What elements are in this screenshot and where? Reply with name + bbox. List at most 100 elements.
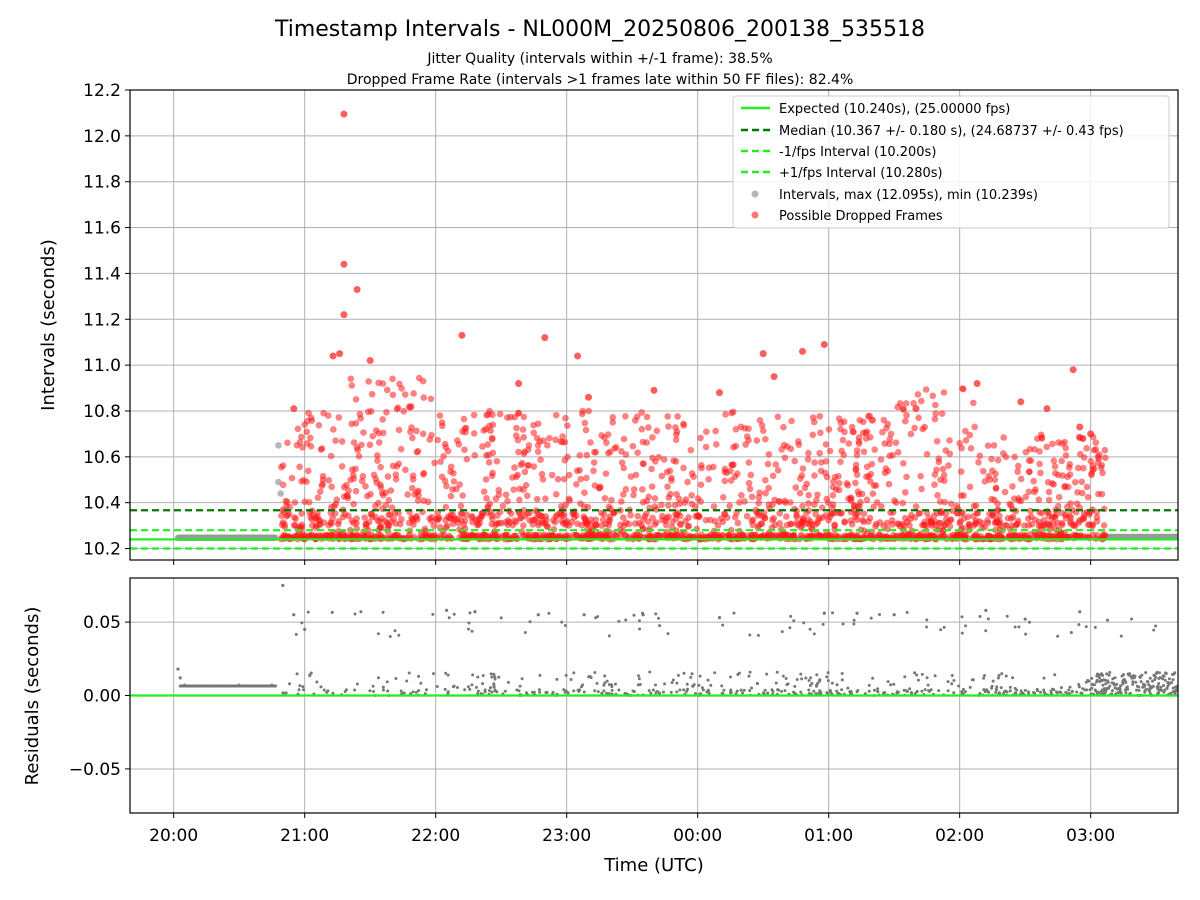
residual-point	[381, 610, 385, 614]
dropped-frame-point	[590, 459, 598, 466]
dropped-frame-point	[1027, 457, 1035, 465]
dropped-frame-point	[761, 514, 769, 522]
dropped-frame-point	[962, 437, 970, 444]
dropped-frame-point	[658, 472, 666, 480]
residual-point	[996, 676, 1000, 680]
residual-point	[470, 683, 474, 687]
residual-point	[596, 615, 600, 619]
residual-point	[452, 612, 456, 616]
dropped-frame-point	[758, 422, 766, 429]
dropped-frame-point	[899, 499, 907, 507]
dropped-frame-point	[1017, 475, 1025, 483]
interval-point	[275, 478, 282, 486]
residual-point	[697, 683, 701, 687]
dropped-frame-point	[1000, 450, 1007, 457]
dropped-frame-point	[793, 513, 801, 521]
dropped-frame-point	[632, 471, 640, 479]
dropped-frame-point	[538, 470, 546, 478]
x-tick-label: 23:00	[542, 826, 591, 846]
residual-point	[1080, 691, 1084, 695]
dropped-frame-point	[981, 478, 989, 485]
dropped-frame-point	[1017, 398, 1025, 406]
dropped-frame-point	[1021, 522, 1028, 529]
residual-point	[1068, 685, 1072, 689]
residual-point	[793, 684, 797, 688]
dropped-frame-point	[343, 481, 350, 489]
dropped-frame-point	[634, 449, 641, 456]
residual-point	[385, 680, 389, 684]
dropped-frame-point	[852, 479, 859, 487]
dropped-frame-point	[975, 459, 982, 466]
dropped-frame-point	[888, 517, 896, 524]
dropped-frame-point	[933, 466, 940, 474]
dropped-frame-point	[525, 442, 533, 449]
residual-point	[452, 684, 456, 688]
dropped-frame-point	[1098, 490, 1106, 498]
residual-point	[381, 688, 385, 692]
dropped-frame-point	[808, 532, 816, 540]
residual-point	[1103, 678, 1107, 682]
dropped-frame-point	[839, 436, 847, 444]
dropped-frame-point	[1036, 448, 1043, 455]
residual-point	[734, 692, 738, 696]
dropped-frame-point	[745, 459, 753, 466]
residual-point	[923, 688, 927, 692]
x-tick-label: 21:00	[280, 826, 329, 846]
dropped-frame-point	[816, 449, 823, 457]
residual-point	[878, 612, 882, 616]
residual-point	[506, 680, 510, 684]
dropped-frame-point	[1014, 468, 1021, 476]
residual-point	[1151, 679, 1155, 683]
dropped-frame-point	[520, 522, 527, 529]
residual-point	[468, 611, 472, 615]
bottom-y-tick-label: −0.05	[69, 760, 121, 780]
dropped-frame-point	[676, 500, 684, 507]
residual-point	[1175, 689, 1178, 693]
x-tick-label: 22:00	[411, 826, 460, 846]
dropped-frame-point	[370, 471, 378, 479]
dropped-frame-point	[379, 380, 387, 387]
residual-point	[294, 632, 298, 636]
dropped-frame-point	[660, 456, 668, 463]
dropped-frame-point	[894, 532, 902, 540]
dropped-frame-point	[350, 439, 358, 446]
dropped-frame-point	[444, 522, 451, 530]
dropped-frame-point	[591, 482, 599, 489]
residual-point	[748, 670, 752, 674]
dropped-frame-point	[590, 467, 597, 475]
dropped-frame-point	[608, 496, 615, 504]
dropped-frame-point	[291, 499, 299, 506]
residual-point	[1083, 688, 1087, 692]
interval-point	[277, 490, 284, 497]
dropped-frame-point	[805, 500, 812, 507]
dropped-frame-point	[755, 499, 763, 507]
bottom-scatter-points	[176, 583, 1178, 697]
residual-point	[927, 689, 931, 693]
dropped-frame-point	[929, 392, 937, 400]
residual-point	[607, 683, 611, 687]
dropped-frame-point	[284, 511, 291, 519]
residual-point	[600, 691, 604, 695]
residual-point	[563, 624, 567, 628]
dropped-frame-point	[776, 520, 783, 527]
residual-point	[481, 674, 485, 678]
residual-point	[802, 621, 806, 625]
dropped-frame-point	[973, 379, 981, 387]
dropped-frame-point	[387, 487, 395, 494]
dropped-frame-point	[309, 522, 316, 529]
residual-point	[1096, 690, 1100, 694]
residual-point	[637, 674, 641, 678]
x-tick-label: 01:00	[804, 826, 853, 846]
dropped-frame-point	[1068, 506, 1076, 514]
dropped-frame-point	[618, 498, 625, 505]
top-plot-frame	[129, 89, 1179, 561]
dropped-frame-point	[703, 428, 710, 435]
residual-point	[835, 683, 839, 687]
residual-point	[781, 674, 785, 678]
dropped-frame-point	[1097, 464, 1105, 472]
dropped-frame-point	[579, 407, 587, 415]
dropped-frame-point	[1011, 453, 1018, 461]
residual-point	[1008, 685, 1012, 689]
dropped-frame-point	[404, 491, 411, 498]
residual-point	[1023, 617, 1027, 621]
